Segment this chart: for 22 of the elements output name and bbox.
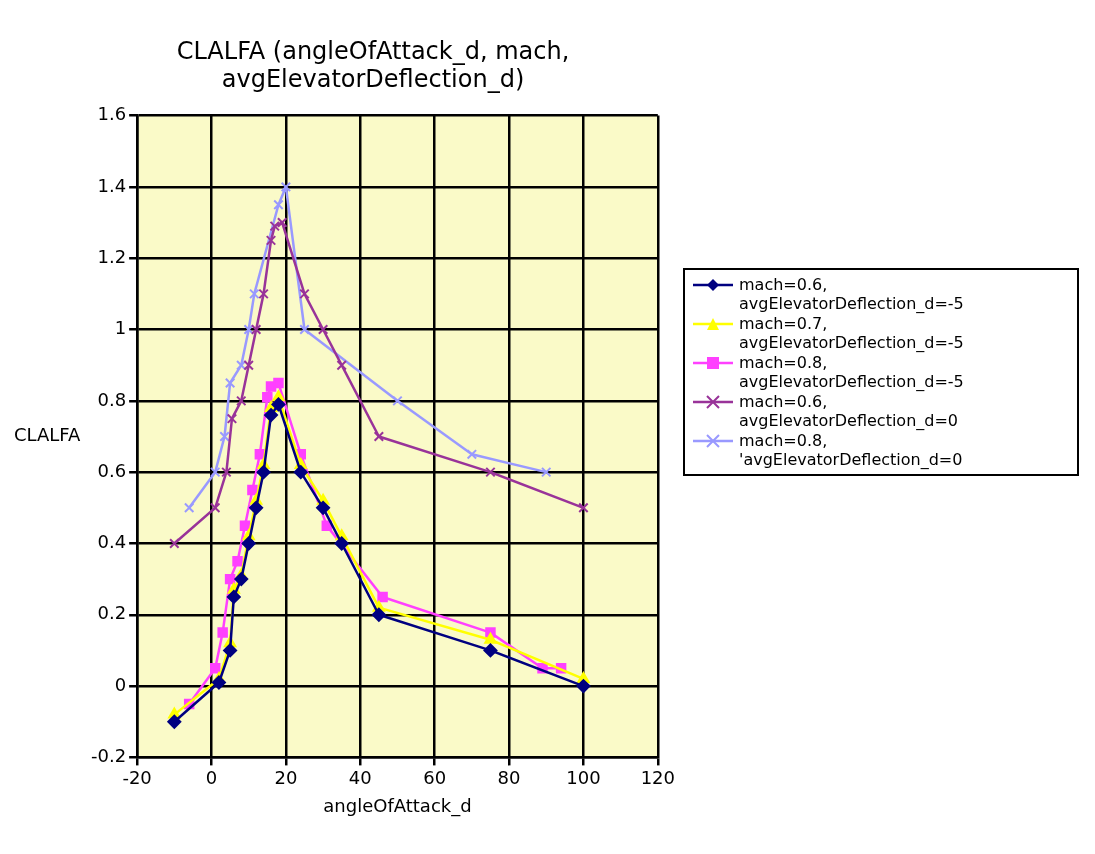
x-tick-label: 40 (348, 766, 372, 788)
x-axis-title: angleOfAttack_d (323, 795, 472, 818)
y-tick-label: 1.6 (97, 103, 127, 125)
y-tick-label: 1.2 (97, 245, 127, 267)
y-tick-label: 0.2 (97, 602, 127, 624)
x-tick-label: 0 (205, 766, 218, 788)
y-tick-label: 0.4 (97, 531, 127, 553)
x-tick-label: 20 (274, 766, 298, 788)
x-tick-label: 120 (640, 766, 675, 788)
legend-label: mach=0.8, 'avgElevatorDeflection_d=0 (739, 431, 964, 469)
y-axis-title: CLALFA (14, 424, 82, 446)
y-tick-label: -0.2 (91, 745, 127, 767)
x-tick-label: 100 (566, 766, 601, 788)
y-tick-label: 1 (114, 317, 127, 339)
y-tick-label: 1.4 (97, 174, 127, 196)
y-tick-label: 0.6 (97, 459, 127, 481)
y-tick-label: 0.8 (97, 388, 127, 410)
x-tick-label: -20 (122, 766, 152, 788)
chart-title: CLALFA (angleOfAttack_d, mach, avgElevatorDeflection_d) (176, 36, 570, 94)
y-tick-label: 0 (114, 673, 127, 695)
x-tick-label: 60 (423, 766, 447, 788)
x-tick-label: 80 (497, 766, 521, 788)
